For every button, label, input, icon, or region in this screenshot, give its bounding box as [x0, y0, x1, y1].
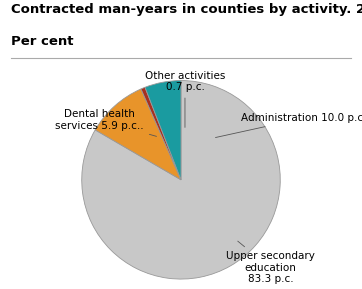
- Text: Dental health
services 5.9 p.c..: Dental health services 5.9 p.c..: [55, 110, 156, 136]
- Text: Administration 10.0 p.c.: Administration 10.0 p.c.: [215, 113, 362, 138]
- Text: Upper secondary
education
83.3 p.c.: Upper secondary education 83.3 p.c.: [226, 241, 315, 284]
- Wedge shape: [145, 81, 181, 180]
- Wedge shape: [82, 81, 280, 279]
- Wedge shape: [141, 87, 181, 180]
- Text: Other activities
0.7 p.c.: Other activities 0.7 p.c.: [145, 71, 225, 127]
- Wedge shape: [95, 89, 181, 180]
- Text: Contracted man-years in counties by activity. 2008*.: Contracted man-years in counties by acti…: [11, 3, 362, 16]
- Text: Per cent: Per cent: [11, 35, 73, 48]
